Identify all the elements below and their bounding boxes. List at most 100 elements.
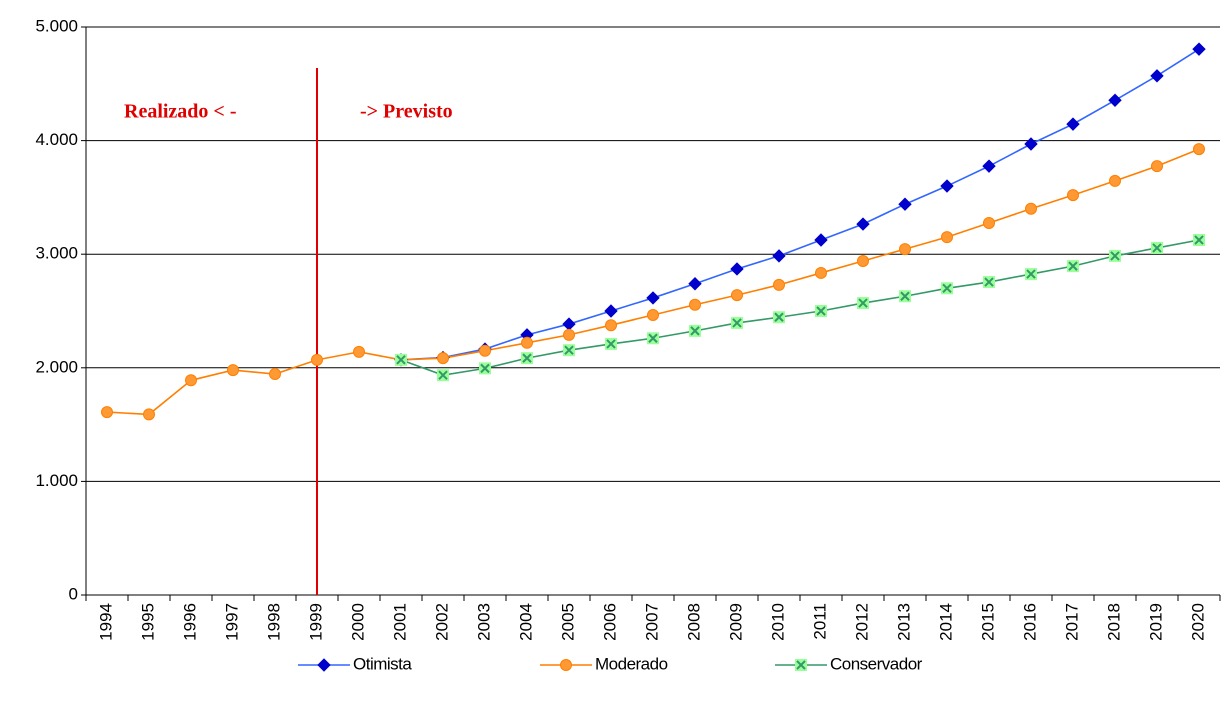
point — [185, 374, 197, 387]
point — [1067, 189, 1079, 202]
point — [605, 337, 617, 350]
series-line — [400, 239, 1200, 377]
point — [689, 298, 701, 311]
point-x — [732, 318, 742, 328]
x-tick-label: 2020 — [1188, 603, 1207, 641]
point — [353, 345, 365, 358]
point — [1025, 202, 1037, 215]
x-tick-label: 2012 — [852, 603, 871, 641]
point — [983, 216, 995, 229]
x-tick-label: 1997 — [222, 603, 241, 641]
point — [814, 233, 828, 247]
x-tick-label: 1998 — [264, 603, 283, 641]
point — [269, 368, 281, 381]
point-x — [606, 339, 616, 349]
point — [857, 297, 869, 310]
point — [1024, 137, 1038, 151]
point — [731, 316, 743, 329]
point — [1067, 260, 1079, 273]
x-tick-label: 2014 — [936, 603, 955, 641]
point — [479, 362, 491, 375]
point-x — [522, 353, 532, 363]
point — [143, 408, 155, 421]
point — [857, 255, 869, 268]
point — [563, 344, 575, 357]
y-tick-label: 3.000 — [35, 244, 78, 263]
point — [1192, 42, 1206, 56]
x-tick-label: 2008 — [684, 603, 703, 641]
point-x — [480, 363, 490, 374]
legend-label: Conservador — [830, 654, 923, 673]
point-x — [1152, 243, 1162, 253]
point-x — [396, 355, 406, 365]
point — [982, 159, 996, 173]
x-tick-label: 2003 — [474, 603, 493, 641]
y-tick-label: 5.000 — [35, 16, 78, 35]
point — [604, 304, 618, 318]
x-tick-label: 2005 — [558, 603, 577, 641]
point — [1193, 143, 1205, 156]
legend-label: Otimista — [353, 654, 412, 673]
point — [1109, 174, 1121, 187]
x-tick-label: 2007 — [642, 603, 661, 641]
point-x — [774, 312, 784, 322]
point — [941, 231, 953, 244]
point — [563, 328, 575, 341]
point — [856, 217, 870, 231]
x-tick-label: 2016 — [1020, 603, 1039, 641]
x-tick-label: 2006 — [600, 603, 619, 641]
x-tick-label: 2002 — [432, 603, 451, 641]
point — [795, 659, 807, 671]
point — [731, 289, 743, 302]
y-tick-label: 2.000 — [35, 357, 78, 376]
y-tick-label: 4.000 — [35, 130, 78, 149]
point-x — [1026, 269, 1036, 279]
point — [940, 179, 954, 193]
y-tick-label: 0 — [69, 584, 78, 603]
point — [479, 344, 491, 357]
point — [1151, 241, 1163, 254]
point — [560, 659, 572, 671]
point — [983, 276, 995, 289]
point-x — [648, 333, 658, 343]
point — [562, 317, 576, 331]
point — [1151, 160, 1163, 173]
x-tick-label: 2001 — [390, 603, 409, 641]
point — [1109, 249, 1121, 262]
point — [101, 406, 113, 419]
point — [773, 278, 785, 291]
point — [688, 277, 702, 291]
point-x — [438, 370, 448, 380]
point-x — [984, 277, 994, 287]
x-tick-label: 1996 — [180, 603, 199, 641]
point-x — [858, 298, 868, 308]
point-x — [1110, 251, 1120, 261]
point-x — [796, 660, 806, 670]
x-tick-label: 2017 — [1062, 603, 1081, 641]
y-tick-label: 1.000 — [35, 471, 78, 490]
point-x — [1194, 235, 1204, 245]
point — [1025, 268, 1037, 281]
x-tick-label: 1994 — [96, 603, 115, 641]
point — [898, 197, 912, 211]
annotation: Realizado < - — [124, 101, 237, 123]
point — [646, 291, 660, 305]
point — [1193, 234, 1205, 246]
point — [1066, 117, 1080, 131]
series-line — [400, 48, 1200, 361]
point — [689, 324, 701, 337]
legend-label: Moderado — [595, 654, 668, 673]
point — [317, 658, 331, 672]
x-tick-label: 2004 — [516, 603, 535, 641]
point — [773, 311, 785, 324]
point — [227, 364, 239, 377]
x-tick-label: 2013 — [894, 603, 913, 641]
point — [311, 353, 323, 366]
point — [899, 290, 911, 303]
x-tick-label: 2010 — [768, 603, 787, 641]
point — [730, 262, 744, 276]
point — [772, 249, 786, 263]
x-tick-label: 2009 — [726, 603, 745, 641]
point — [437, 352, 449, 365]
point — [647, 308, 659, 321]
